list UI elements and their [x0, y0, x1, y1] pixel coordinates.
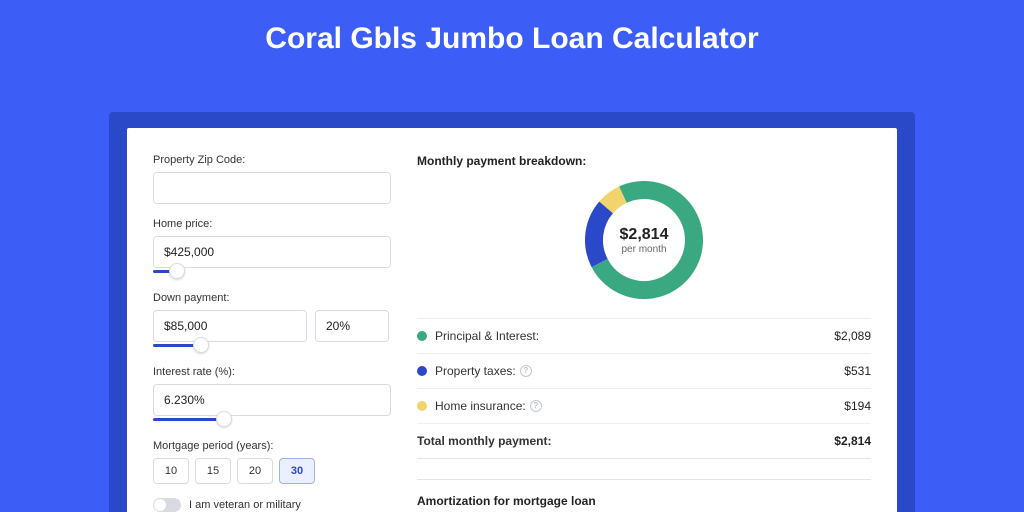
legend-dot — [417, 331, 427, 341]
legend-label: Principal & Interest: — [435, 329, 834, 343]
slider-thumb[interactable] — [193, 337, 209, 353]
toggle-knob — [154, 499, 166, 511]
donut-chart: $2,814 per month — [584, 180, 704, 300]
amortization-section: Amortization for mortgage loan Amortizat… — [417, 479, 871, 512]
legend-dot — [417, 366, 427, 376]
veteran-label: I am veteran or military — [189, 499, 301, 511]
legend-value: $2,089 — [834, 329, 871, 343]
calculator-card: Property Zip Code: Home price: Down paym… — [127, 128, 897, 512]
home-price-input[interactable] — [153, 236, 391, 268]
page-background: Coral Gbls Jumbo Loan Calculator Propert… — [0, 0, 1024, 512]
info-icon[interactable]: ? — [530, 400, 542, 412]
info-icon[interactable]: ? — [520, 365, 532, 377]
period-btn-20[interactable]: 20 — [237, 458, 273, 484]
home-price-field: Home price: — [153, 218, 407, 278]
interest-label: Interest rate (%): — [153, 366, 407, 378]
legend-label: Home insurance:? — [435, 399, 844, 413]
period-buttons: 10152030 — [153, 458, 407, 484]
period-btn-30[interactable]: 30 — [279, 458, 315, 484]
page-title: Coral Gbls Jumbo Loan Calculator — [0, 0, 1024, 56]
zip-label: Property Zip Code: — [153, 154, 407, 166]
donut-amount: $2,814 — [620, 226, 669, 244]
slider-thumb[interactable] — [169, 263, 185, 279]
period-field: Mortgage period (years): 10152030 — [153, 440, 407, 484]
period-btn-15[interactable]: 15 — [195, 458, 231, 484]
home-price-slider[interactable] — [153, 266, 391, 278]
interest-field: Interest rate (%): — [153, 366, 407, 426]
zip-input[interactable] — [153, 172, 391, 204]
amortization-title: Amortization for mortgage loan — [417, 494, 871, 508]
veteran-toggle[interactable] — [153, 498, 181, 512]
legend-row: Property taxes:?$531 — [417, 354, 871, 389]
period-btn-10[interactable]: 10 — [153, 458, 189, 484]
interest-input[interactable] — [153, 384, 391, 416]
legend-dot — [417, 401, 427, 411]
breakdown-title: Monthly payment breakdown: — [417, 154, 871, 168]
legend-total-label: Total monthly payment: — [417, 434, 834, 448]
down-payment-slider[interactable] — [153, 340, 391, 352]
home-price-label: Home price: — [153, 218, 407, 230]
legend-total-row: Total monthly payment:$2,814 — [417, 424, 871, 459]
donut-center: $2,814 per month — [584, 180, 704, 300]
zip-field: Property Zip Code: — [153, 154, 407, 204]
slider-thumb[interactable] — [216, 411, 232, 427]
interest-slider[interactable] — [153, 414, 391, 426]
legend-value: $531 — [844, 364, 871, 378]
legend: Principal & Interest:$2,089Property taxe… — [417, 318, 871, 459]
veteran-row: I am veteran or military — [153, 498, 407, 512]
down-payment-label: Down payment: — [153, 292, 407, 304]
legend-label: Property taxes:? — [435, 364, 844, 378]
slider-track — [153, 418, 224, 421]
legend-row: Home insurance:?$194 — [417, 389, 871, 424]
down-payment-amount-input[interactable] — [153, 310, 307, 342]
donut-sub: per month — [621, 244, 666, 255]
period-label: Mortgage period (years): — [153, 440, 407, 452]
down-payment-field: Down payment: — [153, 292, 407, 352]
legend-row: Principal & Interest:$2,089 — [417, 319, 871, 354]
down-payment-percent-input[interactable] — [315, 310, 389, 342]
form-column: Property Zip Code: Home price: Down paym… — [127, 128, 407, 512]
legend-value: $194 — [844, 399, 871, 413]
legend-total-value: $2,814 — [834, 434, 871, 448]
breakdown-column: Monthly payment breakdown: $2,814 per mo… — [407, 128, 897, 512]
donut-wrap: $2,814 per month — [417, 180, 871, 300]
